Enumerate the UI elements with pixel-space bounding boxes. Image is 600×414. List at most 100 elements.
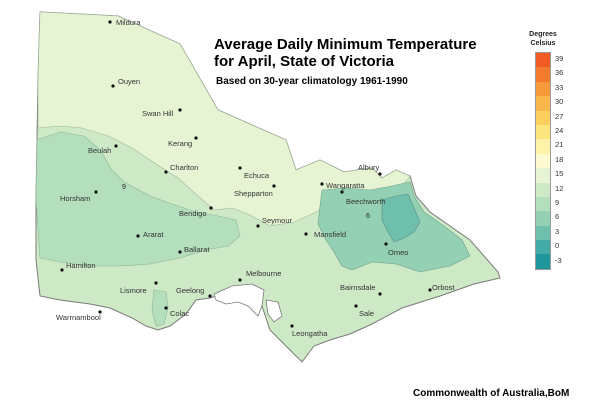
svg-text:Colac: Colac bbox=[170, 309, 189, 318]
svg-text:Bendigo: Bendigo bbox=[179, 209, 207, 218]
svg-text:Shepparton: Shepparton bbox=[234, 189, 273, 198]
legend-tick: 33 bbox=[555, 82, 564, 92]
legend-tick: 27 bbox=[555, 111, 564, 121]
isotherm-label-9: 9 bbox=[122, 184, 126, 191]
band-9-west bbox=[35, 131, 241, 267]
legend-swatch bbox=[536, 196, 550, 212]
svg-text:Mansfield: Mansfield bbox=[314, 230, 346, 239]
svg-text:Hamilton: Hamilton bbox=[66, 261, 96, 270]
legend-tick: 15 bbox=[555, 169, 564, 179]
legend-tick: 36 bbox=[555, 68, 564, 78]
band-9-otways bbox=[151, 289, 169, 327]
town-bendigo: Bendigo bbox=[179, 206, 213, 218]
svg-text:Sale: Sale bbox=[359, 309, 374, 318]
legend-swatch bbox=[536, 139, 550, 154]
port-phillip-bay bbox=[213, 283, 265, 317]
svg-text:Ararat: Ararat bbox=[143, 230, 164, 239]
legend-tick: 9 bbox=[555, 198, 560, 207]
svg-text:Albury: Albury bbox=[358, 163, 380, 172]
band-3-6-alpine bbox=[381, 193, 421, 243]
town-warrnambool: Warrnambool bbox=[56, 310, 102, 322]
legend-title-line1: Degrees bbox=[529, 31, 557, 38]
svg-text:Charlton: Charlton bbox=[170, 163, 198, 172]
legend-tick: 21 bbox=[555, 140, 564, 150]
legend-tick: -3 bbox=[555, 255, 562, 265]
legend-swatch bbox=[536, 96, 550, 111]
town-seymour: Seymour bbox=[256, 216, 293, 228]
legend-tick: 30 bbox=[555, 97, 564, 107]
svg-text:Echuca: Echuca bbox=[244, 171, 270, 180]
svg-text:Omeo: Omeo bbox=[388, 248, 408, 257]
legend-swatch bbox=[536, 211, 550, 226]
svg-text:Ballarat: Ballarat bbox=[184, 245, 210, 254]
town-leongatha: Leongatha bbox=[290, 324, 328, 338]
isotherm-label-6: 6 bbox=[366, 213, 370, 220]
town-orbost: Orbost bbox=[428, 283, 455, 292]
town-echuca: Echuca bbox=[238, 166, 270, 180]
credit-text: Commonwealth of Australia,BoM bbox=[413, 388, 570, 399]
town-ararat: Ararat bbox=[136, 230, 164, 239]
svg-text:Beulah: Beulah bbox=[88, 146, 111, 155]
svg-text:Melbourne: Melbourne bbox=[246, 269, 281, 278]
legend-swatch bbox=[536, 240, 550, 255]
legend-swatch bbox=[536, 254, 550, 269]
map-title-line1: Average Daily Minimum Temperature bbox=[214, 36, 477, 53]
town-wangaratta: Wangaratta bbox=[320, 181, 365, 190]
svg-text:Geelong: Geelong bbox=[176, 286, 204, 295]
legend-color-bar bbox=[535, 52, 551, 270]
town-sale: Sale bbox=[354, 304, 374, 318]
svg-text:Leongatha: Leongatha bbox=[292, 329, 328, 338]
town-charlton: Charlton bbox=[164, 163, 198, 174]
legend-swatch bbox=[536, 81, 550, 97]
legend-swatch bbox=[536, 182, 550, 197]
town-ballarat: Ballarat bbox=[178, 245, 210, 254]
town-albury: Albury bbox=[358, 163, 382, 176]
svg-text:Kerang: Kerang bbox=[168, 139, 192, 148]
legend-tick: 0 bbox=[555, 241, 560, 251]
svg-text:Orbost: Orbost bbox=[432, 283, 455, 292]
legend-tick: 3 bbox=[555, 226, 560, 236]
legend-swatch bbox=[536, 225, 550, 241]
town-omeo: Omeo bbox=[384, 242, 408, 257]
band-12-15-north bbox=[37, 11, 411, 227]
town-melbourne: Melbourne bbox=[238, 269, 281, 282]
town-beulah: Beulah bbox=[88, 144, 118, 155]
map-subtitle: Based on 30-year climatology 1961-1990 bbox=[216, 76, 408, 87]
town-hamilton: Hamilton bbox=[60, 261, 96, 272]
legend-tick: 6 bbox=[555, 212, 560, 222]
map-title: Average Daily Minimum Temperature for Ap… bbox=[214, 36, 477, 70]
svg-text:Swan Hill: Swan Hill bbox=[142, 109, 174, 118]
town-bairnsdale: Bairnsdale bbox=[340, 283, 382, 296]
svg-text:Seymour: Seymour bbox=[262, 216, 293, 225]
svg-text:Warrnambool: Warrnambool bbox=[56, 313, 101, 322]
svg-text:Beechworth: Beechworth bbox=[346, 197, 386, 206]
legend-tick: 18 bbox=[555, 154, 564, 164]
svg-text:Mildura: Mildura bbox=[116, 18, 141, 27]
legend-swatch bbox=[536, 110, 550, 125]
svg-text:Horsham: Horsham bbox=[60, 194, 90, 203]
western-port bbox=[265, 299, 283, 323]
town-mansfield: Mansfield bbox=[304, 230, 346, 239]
town-kerang: Kerang bbox=[168, 136, 198, 148]
legend-swatch bbox=[536, 67, 550, 82]
town-geelong: Geelong bbox=[176, 286, 212, 298]
town-mildura: Mildura bbox=[108, 18, 141, 27]
svg-text:Wangaratta: Wangaratta bbox=[326, 181, 365, 190]
svg-text:Lismore: Lismore bbox=[120, 286, 147, 295]
svg-text:Ouyen: Ouyen bbox=[118, 77, 140, 86]
town-shepparton: Shepparton bbox=[234, 184, 276, 198]
legend-title: Degrees Celsius bbox=[525, 30, 561, 48]
legend-swatch bbox=[536, 124, 550, 140]
legend-swatch bbox=[536, 168, 550, 183]
legend-title-line2: Celsius bbox=[530, 40, 556, 47]
town-colac: Colac bbox=[164, 306, 189, 318]
town-horsham: Horsham bbox=[60, 190, 98, 203]
legend-tick: 39 bbox=[555, 54, 564, 63]
town-beechworth: Beechworth bbox=[340, 190, 386, 206]
svg-text:Bairnsdale: Bairnsdale bbox=[340, 283, 375, 292]
map-title-line2: for April, State of Victoria bbox=[214, 53, 395, 70]
town-lismore: Lismore bbox=[120, 281, 158, 295]
legend-tick: 12 bbox=[555, 183, 564, 193]
town-swan-hill: Swan Hill bbox=[142, 108, 182, 118]
